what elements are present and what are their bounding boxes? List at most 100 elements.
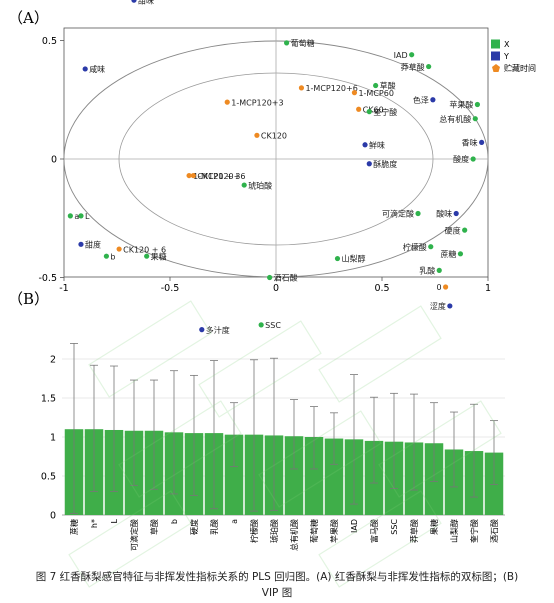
legend-swatch-x [491,39,500,49]
point-label: 鲜味 [369,140,385,150]
point-label: 甜味 [138,0,154,5]
point-item [447,303,453,309]
point-ck60 [356,106,362,112]
point-label: 甜度 [85,240,101,250]
point-label: 乳酸 [419,266,435,276]
point-1-mcp60 [351,90,358,96]
point-label: CK120 [261,132,287,141]
bar-item [324,438,344,515]
x-tick-label: IAD [350,519,359,533]
y-axis-ticks: 0 0.5 1 1.5 2 [41,355,56,522]
point-ssc [258,322,264,328]
vip-bar-panel: 0 0.5 1 1.5 2 蔗糖 h* L 可滴定酸 草酸 b 硬度 乳酸 a 柠檬酸 琥珀酸 总有机酸 葡萄糖… [41,342,505,551]
point-label: CK120 + 6 [123,245,166,254]
point-1-mcp120-6 [186,172,192,179]
x-tick-label: 草酸 [149,519,159,535]
y-tick-label: 0.5 [41,472,56,483]
point-item [436,267,442,273]
point-label: 苹果酸 [449,100,473,110]
biplot-points: h*丰富度富马酸外观甜味咸味葡萄糖1-MCP120+31-MCP120+61-M… [67,0,485,335]
point-item [78,241,84,247]
y-axis-ticks: 0.5 0 -0.5 [38,36,64,284]
point-label: 香味 [462,138,478,148]
x-tick-label: 奎宁酸 [469,519,479,543]
bar-item [284,436,304,515]
point-label: 山梨醇 [341,254,365,264]
x-tick-label: 葡萄糖 [309,519,319,543]
legend-label: Y [503,52,509,61]
watermark-logo [68,300,502,588]
point-l [78,213,84,219]
point-label: 葡萄糖 [291,38,315,48]
point-item [462,227,468,233]
point-item [131,0,137,3]
point-0 [443,284,449,290]
y-tick-label: 1 [50,433,56,444]
point-item [144,253,150,259]
point-label: 色泽 [413,95,429,105]
point-1-mcp120-6 [298,85,305,91]
legend-label: X [504,40,510,49]
point-item [82,66,88,72]
y-tick-label: 0.5 [42,36,57,47]
point-label: 可滴定酸 [382,209,414,219]
legend-swatch-y [491,51,500,61]
point-ck120-6 [116,246,122,252]
point-label: 0 [437,283,442,292]
point-item [428,244,434,250]
point-item [479,139,485,146]
point-ck120-3 [190,172,196,179]
x-tick-label: 山梨醇 [449,519,459,543]
point-item [366,161,372,167]
point-item [472,116,478,122]
point-label: 柠檬酸 [403,242,427,252]
point-item [366,109,372,115]
figure-caption: 图 7 红香酥梨感官特征与非挥发性指标关系的 PLS 回归图。(A) 红香酥梨与… [6,569,548,601]
x-tick-label: 硬度 [189,519,199,535]
point-label: 1-MCP120+6 [305,84,357,93]
y-tick-label: -0.5 [38,273,57,284]
point-item [457,251,464,257]
x-tick-label: h* [90,519,99,528]
point-item [373,82,379,89]
x-tick-label: 0 [273,283,279,294]
y-tick-label: 0 [50,511,56,522]
point-ck120 [254,132,260,138]
point-label: 咸味 [89,64,105,74]
point-label: 酸味 [436,209,452,219]
error-bars [70,342,498,514]
x-tick-label: L [110,518,119,523]
point-label: 奎宁酸 [373,107,397,117]
bar-a [224,434,244,515]
x-tick-label: -1 [59,283,68,294]
point-label: 总有机酸 [439,114,471,124]
point-label: L [85,212,90,221]
x-tick-label: 柠檬酸 [249,519,259,543]
caption-line-2: VIP 图 [261,587,293,599]
x-tick-label: 果糖 [429,519,439,535]
legend-swatch-storage [492,64,500,72]
y-tick-label: 2 [50,355,56,366]
legend: XY 贮藏时间 [491,39,536,73]
point-1-mcp120-3 [224,99,230,105]
point-label: CK60 [363,105,384,114]
point-label: 多汁度 [206,325,230,335]
point-b [103,253,109,259]
point-item [474,101,480,108]
point-label: 涩度 [430,301,446,311]
point-label: b [110,252,115,261]
point-label: CK120 + 3 [197,172,240,181]
x-axis-labels: 蔗糖 h* L 可滴定酸 草酸 b 硬度 乳酸 a 柠檬酸 琥珀酸 总有机酸 葡萄糖 苹果酸 IAD 富马酸 S… [69,518,499,551]
point-item [334,255,341,262]
y-tick-label: 1.5 [41,394,56,405]
x-tick-label: 0.5 [374,283,389,294]
point-label: SSC [265,321,281,330]
point-item [284,40,290,46]
point-item [241,182,247,188]
x-tick-label: a [230,519,239,524]
point-label: a [74,212,79,221]
point-label: 蔗糖 [440,249,456,259]
point-label: 琥珀酸 [248,180,272,190]
point-item [415,210,421,217]
x-tick-label: 莽草酸 [409,519,419,543]
